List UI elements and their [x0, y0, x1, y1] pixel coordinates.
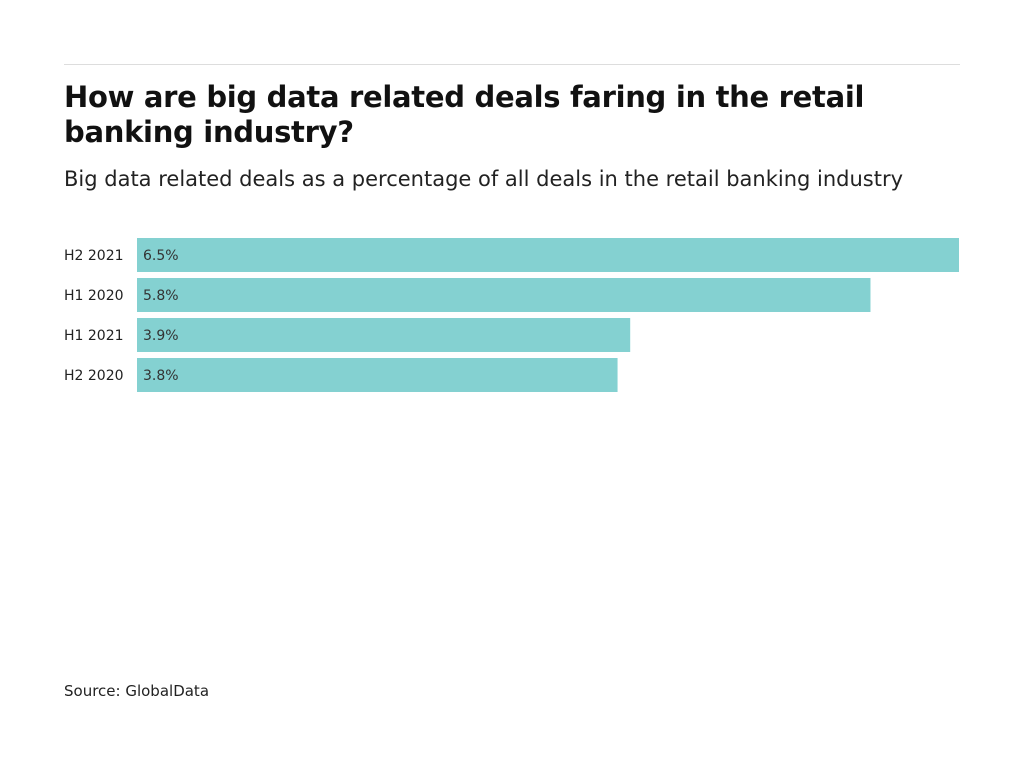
- chart-subtitle: Big data related deals as a percentage o…: [64, 167, 904, 191]
- chart-title: How are big data related deals faring in…: [64, 80, 865, 149]
- value-label: 3.9%: [143, 328, 179, 344]
- category-label: H2 2021: [64, 248, 124, 264]
- category-label: H1 2020: [64, 288, 124, 304]
- bar: [137, 318, 631, 352]
- top-rule: [64, 64, 960, 65]
- value-label: 6.5%: [143, 248, 179, 264]
- bar: [137, 278, 871, 312]
- value-label: 5.8%: [143, 288, 179, 304]
- bar: [137, 358, 618, 392]
- bar: [137, 238, 959, 272]
- category-label: H1 2021: [64, 328, 124, 344]
- category-label: H2 2020: [64, 368, 124, 384]
- value-label: 3.8%: [143, 368, 179, 384]
- source-note: Source: GlobalData: [64, 682, 210, 700]
